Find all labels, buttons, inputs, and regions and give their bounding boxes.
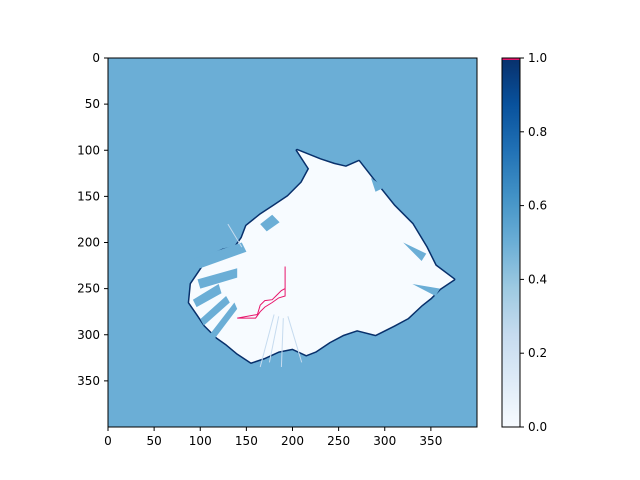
- unknown-wedge: [370, 177, 385, 192]
- colorbar-gradient: [502, 58, 520, 427]
- scan-ray: [268, 316, 280, 363]
- x-tick-label: 200: [281, 434, 304, 448]
- scan-ray: [287, 316, 303, 363]
- colorbar-tick-label: 0.8: [528, 125, 547, 139]
- scan-ray: [259, 314, 275, 368]
- scan-ray: [227, 223, 243, 248]
- x-tick-label: 150: [235, 434, 258, 448]
- y-tick-label: 100: [77, 143, 100, 157]
- y-tick-label: 150: [77, 189, 100, 203]
- y-tick-label: 250: [77, 282, 100, 296]
- y-axis: 0 50 100 150 200 250 300 350: [77, 51, 108, 388]
- unknown-wedge: [412, 284, 441, 296]
- y-tick-label: 300: [77, 328, 100, 342]
- colorbar-tick-label: 0.4: [528, 272, 547, 286]
- colorbar-frame: [501, 57, 521, 428]
- robot-path: [237, 266, 286, 319]
- y-tick-label: 350: [77, 374, 100, 388]
- x-tick-label: 50: [146, 434, 161, 448]
- unknown-wedge: [192, 284, 222, 308]
- y-tick-label: 200: [77, 236, 100, 250]
- x-tick-label: 0: [104, 434, 112, 448]
- scan-ray: [280, 318, 284, 368]
- x-tick-label: 350: [419, 434, 442, 448]
- colorbar: 0.0 0.2 0.4 0.6 0.8 1.0: [501, 51, 547, 434]
- unknown-wedge: [403, 242, 427, 261]
- unknown-wedge: [260, 214, 280, 232]
- plot-area: [107, 57, 478, 428]
- colorbar-tick-label: 0.2: [528, 346, 547, 360]
- x-tick-label: 300: [373, 434, 396, 448]
- occupancy-map: [187, 148, 456, 368]
- free-region: [189, 150, 454, 363]
- unknown-wedge: [200, 296, 230, 326]
- y-tick-label: 0: [92, 51, 100, 65]
- unknown-wedge: [197, 268, 238, 289]
- unknown-wedge: [209, 302, 238, 340]
- unknown-wedge: [192, 242, 247, 269]
- x-axis: 0 50 100 150 200 250 300 350: [104, 427, 442, 448]
- x-tick-label: 100: [189, 434, 212, 448]
- colorbar-tick-label: 0.0: [528, 420, 547, 434]
- colorbar-tick-label: 0.6: [528, 199, 547, 213]
- colorbar-tick-label: 1.0: [528, 51, 547, 65]
- x-tick-label: 250: [327, 434, 350, 448]
- colorbar-axis: 0.0 0.2 0.4 0.6 0.8 1.0: [520, 51, 547, 434]
- y-tick-label: 50: [85, 97, 100, 111]
